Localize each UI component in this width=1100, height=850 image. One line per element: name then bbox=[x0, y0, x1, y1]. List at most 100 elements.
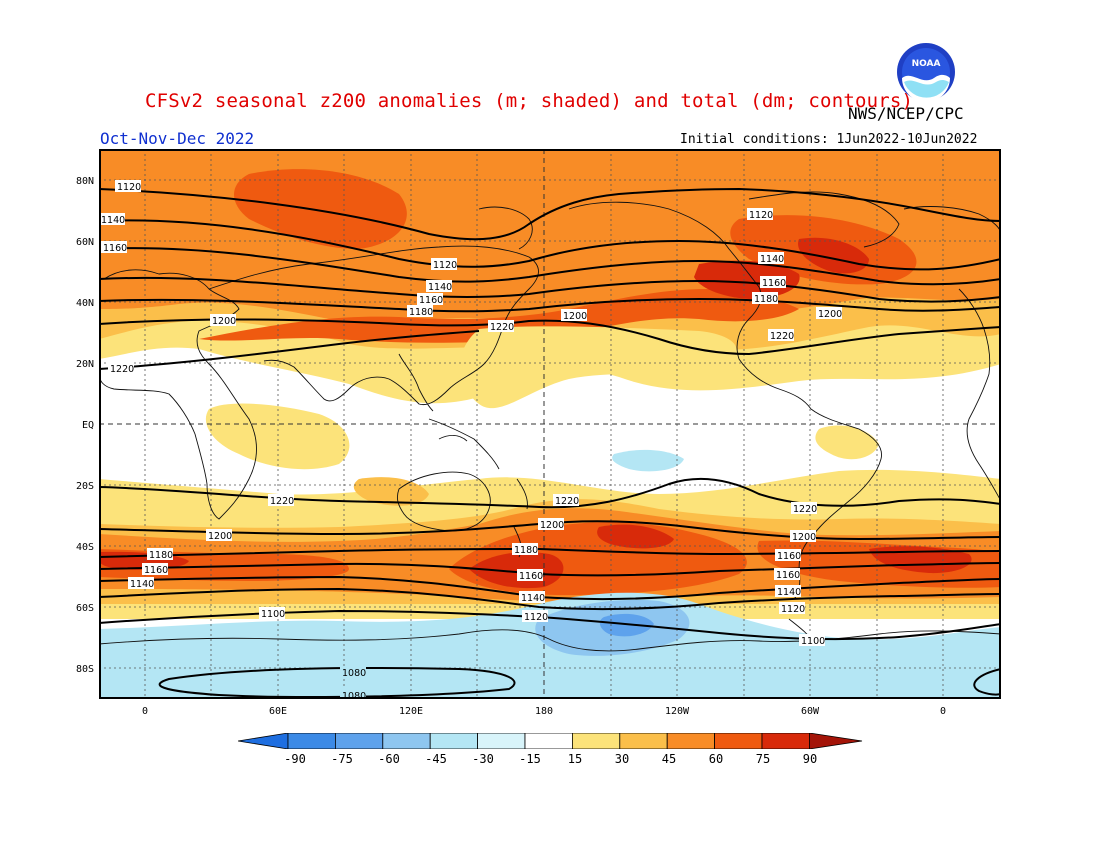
lat-label-40n: 40N bbox=[75, 298, 94, 309]
colorbar-label: -60 bbox=[378, 752, 400, 766]
colorbar-label: -15 bbox=[519, 752, 541, 766]
contour-label: 1220 bbox=[108, 362, 134, 375]
lon-label-60w: 60W bbox=[800, 706, 820, 717]
svg-text:1180: 1180 bbox=[409, 307, 433, 318]
svg-text:1220: 1220 bbox=[110, 364, 134, 375]
svg-text:1180: 1180 bbox=[149, 550, 173, 561]
contour-label: 1160 bbox=[517, 569, 543, 582]
contour-label: 1180 bbox=[147, 548, 173, 561]
contour-label: 1180 bbox=[407, 305, 433, 318]
lon-label-60e: 60E bbox=[268, 706, 288, 717]
initial-conditions-label: Initial conditions: 1Jun2022-10Jun2022 bbox=[680, 132, 978, 147]
tropical-yellow-pacific bbox=[460, 326, 737, 409]
contour-label: 1220 bbox=[791, 502, 817, 515]
svg-text:1120: 1120 bbox=[749, 210, 773, 221]
colorbar-bin bbox=[429, 733, 478, 749]
colorbar-bin bbox=[619, 733, 668, 749]
colorbar-bin bbox=[571, 733, 621, 749]
anomaly-map: 1120 1140 1160 1120 1140 1160 1180 1200 … bbox=[99, 149, 1001, 699]
season-label: Oct-Nov-Dec 2022 bbox=[100, 129, 255, 148]
contour-label: 1160 bbox=[101, 241, 127, 254]
lat-label-80s: 80S bbox=[75, 664, 94, 675]
colorbar-bin bbox=[761, 733, 810, 749]
svg-text:1140: 1140 bbox=[760, 254, 784, 265]
svg-text:1160: 1160 bbox=[776, 570, 800, 581]
colorbar-bin bbox=[335, 733, 384, 749]
colorbar-label: -45 bbox=[425, 752, 447, 766]
lon-label-0: 0 bbox=[141, 706, 149, 717]
lat-label-eq: EQ bbox=[81, 420, 94, 431]
svg-text:1200: 1200 bbox=[792, 532, 816, 543]
contour-label: 1160 bbox=[775, 549, 801, 562]
svg-text:1180: 1180 bbox=[514, 545, 538, 556]
tropical-light-orange-indian bbox=[353, 477, 429, 506]
agency-label: NWS/NCEP/CPC bbox=[848, 104, 964, 123]
contour-label: 1120 bbox=[747, 208, 773, 221]
lat-label-60s: 60S bbox=[75, 603, 94, 614]
tropical-yellow-africa bbox=[205, 403, 350, 470]
sh-red-core-east-pacific bbox=[597, 524, 674, 549]
svg-text:1100: 1100 bbox=[801, 636, 825, 647]
nh-red-core-atlantic bbox=[798, 237, 869, 274]
svg-text:1160: 1160 bbox=[519, 571, 543, 582]
contour-label: 1220 bbox=[488, 320, 514, 333]
colorbar-label: 60 bbox=[708, 752, 724, 766]
svg-text:1220: 1220 bbox=[555, 496, 579, 507]
contour-label: 1220 bbox=[553, 494, 579, 507]
svg-text:1140: 1140 bbox=[130, 579, 154, 590]
svg-text:1140: 1140 bbox=[777, 587, 801, 598]
colorbar-arrow-high bbox=[809, 733, 863, 749]
svg-text:1160: 1160 bbox=[144, 565, 168, 576]
svg-text:1180: 1180 bbox=[754, 294, 778, 305]
svg-text:1120: 1120 bbox=[781, 604, 805, 615]
nh-red-orange-us bbox=[694, 260, 800, 299]
colorbar-bin bbox=[382, 733, 431, 749]
colorbar-bin bbox=[287, 733, 336, 749]
nh-red-orange-belt-west bbox=[199, 289, 799, 343]
svg-text:1120: 1120 bbox=[433, 260, 457, 271]
svg-text:1200: 1200 bbox=[212, 316, 236, 327]
contour-label: 1120 bbox=[431, 258, 457, 271]
svg-text:1160: 1160 bbox=[419, 295, 443, 306]
lat-label-80n: 80N bbox=[75, 176, 94, 187]
contour-label: 1200 bbox=[561, 309, 587, 322]
colorbar-label: -30 bbox=[472, 752, 494, 766]
svg-text:1160: 1160 bbox=[777, 551, 801, 562]
contour-label: 1140 bbox=[128, 577, 154, 590]
svg-text:1200: 1200 bbox=[208, 531, 232, 542]
noaa-logo-icon: NOAA bbox=[897, 43, 955, 102]
contour-label: 1220 bbox=[768, 329, 794, 342]
contour-label: 1080 bbox=[340, 689, 366, 699]
lat-label-60n: 60N bbox=[75, 237, 94, 248]
contours bbox=[99, 187, 1001, 698]
coastlines bbox=[99, 191, 1001, 652]
colorbar-label: 15 bbox=[567, 752, 583, 766]
lon-label-120w: 120W bbox=[664, 706, 690, 717]
colorbar-arrow-low bbox=[238, 733, 289, 749]
contour-labels: 1120 1140 1160 1120 1140 1160 1180 1200 … bbox=[99, 180, 842, 699]
contour-label: 1160 bbox=[760, 276, 786, 289]
contour-label: 1120 bbox=[779, 602, 805, 615]
contour-label: 1120 bbox=[522, 610, 548, 623]
svg-text:1220: 1220 bbox=[490, 322, 514, 333]
contour-label: 1140 bbox=[99, 213, 125, 226]
svg-text:1140: 1140 bbox=[521, 593, 545, 604]
colorbar-label: 75 bbox=[755, 752, 771, 766]
equator-dateline bbox=[99, 149, 1001, 699]
contour-label: 1160 bbox=[774, 568, 800, 581]
svg-text:1140: 1140 bbox=[101, 215, 125, 226]
svg-text:1080: 1080 bbox=[342, 668, 366, 679]
contour-label: 1140 bbox=[426, 280, 452, 293]
svg-text:1100: 1100 bbox=[261, 609, 285, 620]
svg-text:1220: 1220 bbox=[793, 504, 817, 515]
svg-text:1200: 1200 bbox=[540, 520, 564, 531]
svg-text:1200: 1200 bbox=[818, 309, 842, 320]
contour-label: 1080 bbox=[340, 666, 366, 679]
colorbar-bin bbox=[666, 733, 716, 749]
contour-label: 1180 bbox=[512, 543, 538, 556]
colorbar bbox=[238, 733, 863, 749]
svg-text:1160: 1160 bbox=[762, 278, 786, 289]
central-pacific-light-blue bbox=[612, 449, 684, 472]
colorbar-label: -75 bbox=[331, 752, 353, 766]
map-frame bbox=[99, 149, 1001, 699]
